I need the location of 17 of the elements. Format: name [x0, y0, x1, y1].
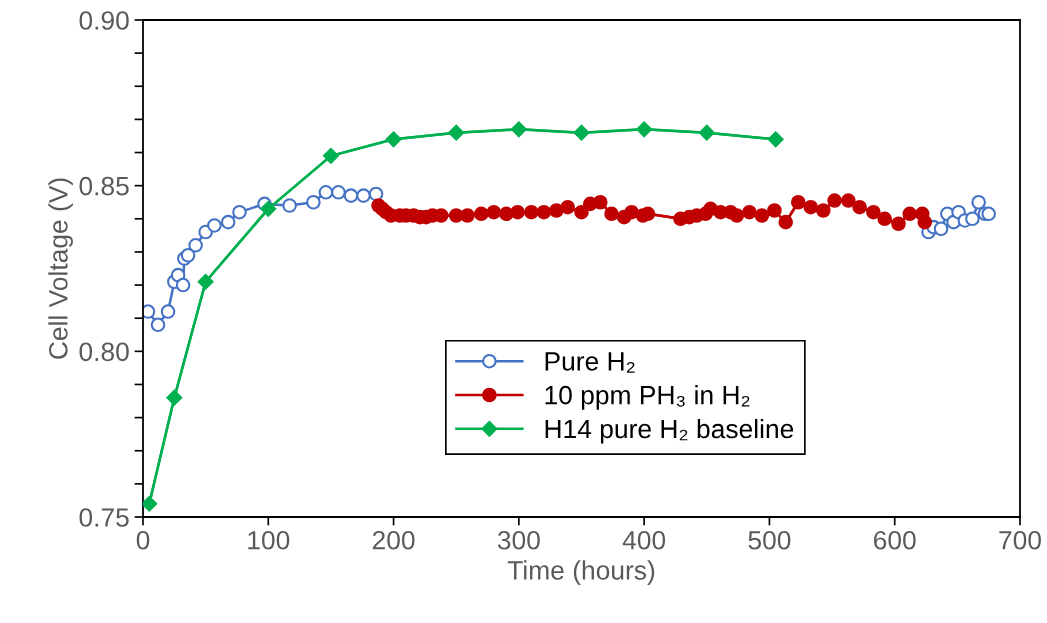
- legend-label: Pure H₂: [545, 352, 635, 373]
- x-tick-label: 700: [999, 530, 1041, 550]
- x-axis-title: Time (hours): [507, 560, 655, 585]
- y-tick-label: 0.75: [79, 508, 129, 527]
- x-tick-label: 200: [372, 530, 415, 550]
- x-tick-label: 500: [748, 530, 791, 550]
- x-tick-label: 400: [622, 530, 666, 550]
- y-tick-label: 0.85: [79, 176, 129, 196]
- legend-label: H14 pure H₂ baseline: [545, 418, 794, 444]
- x-tick-label: 600: [874, 530, 916, 550]
- y-axis-title: Cell Voltage (V): [48, 178, 73, 359]
- x-tick-label: 0: [136, 530, 150, 550]
- x-tick-label: 300: [497, 530, 540, 550]
- x-tick-label: 100: [248, 530, 290, 550]
- y-tick-label: 0.80: [79, 342, 129, 362]
- legend-label: 10 ppm PH₃ in H₂: [545, 385, 750, 410]
- y-tick-label: 0.90: [79, 11, 129, 30]
